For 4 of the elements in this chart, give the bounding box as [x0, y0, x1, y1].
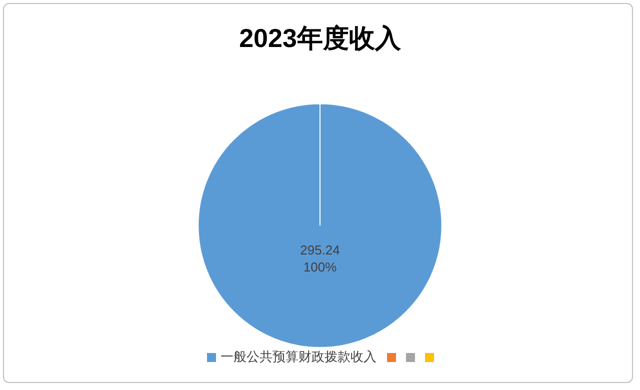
chart-title: 2023年度收入 — [239, 22, 402, 53]
data-label: 295.24 — [300, 242, 340, 258]
text: 100% — [303, 260, 338, 275]
legend-label: 一般公共预算财政拨款收入 — [220, 348, 376, 366]
